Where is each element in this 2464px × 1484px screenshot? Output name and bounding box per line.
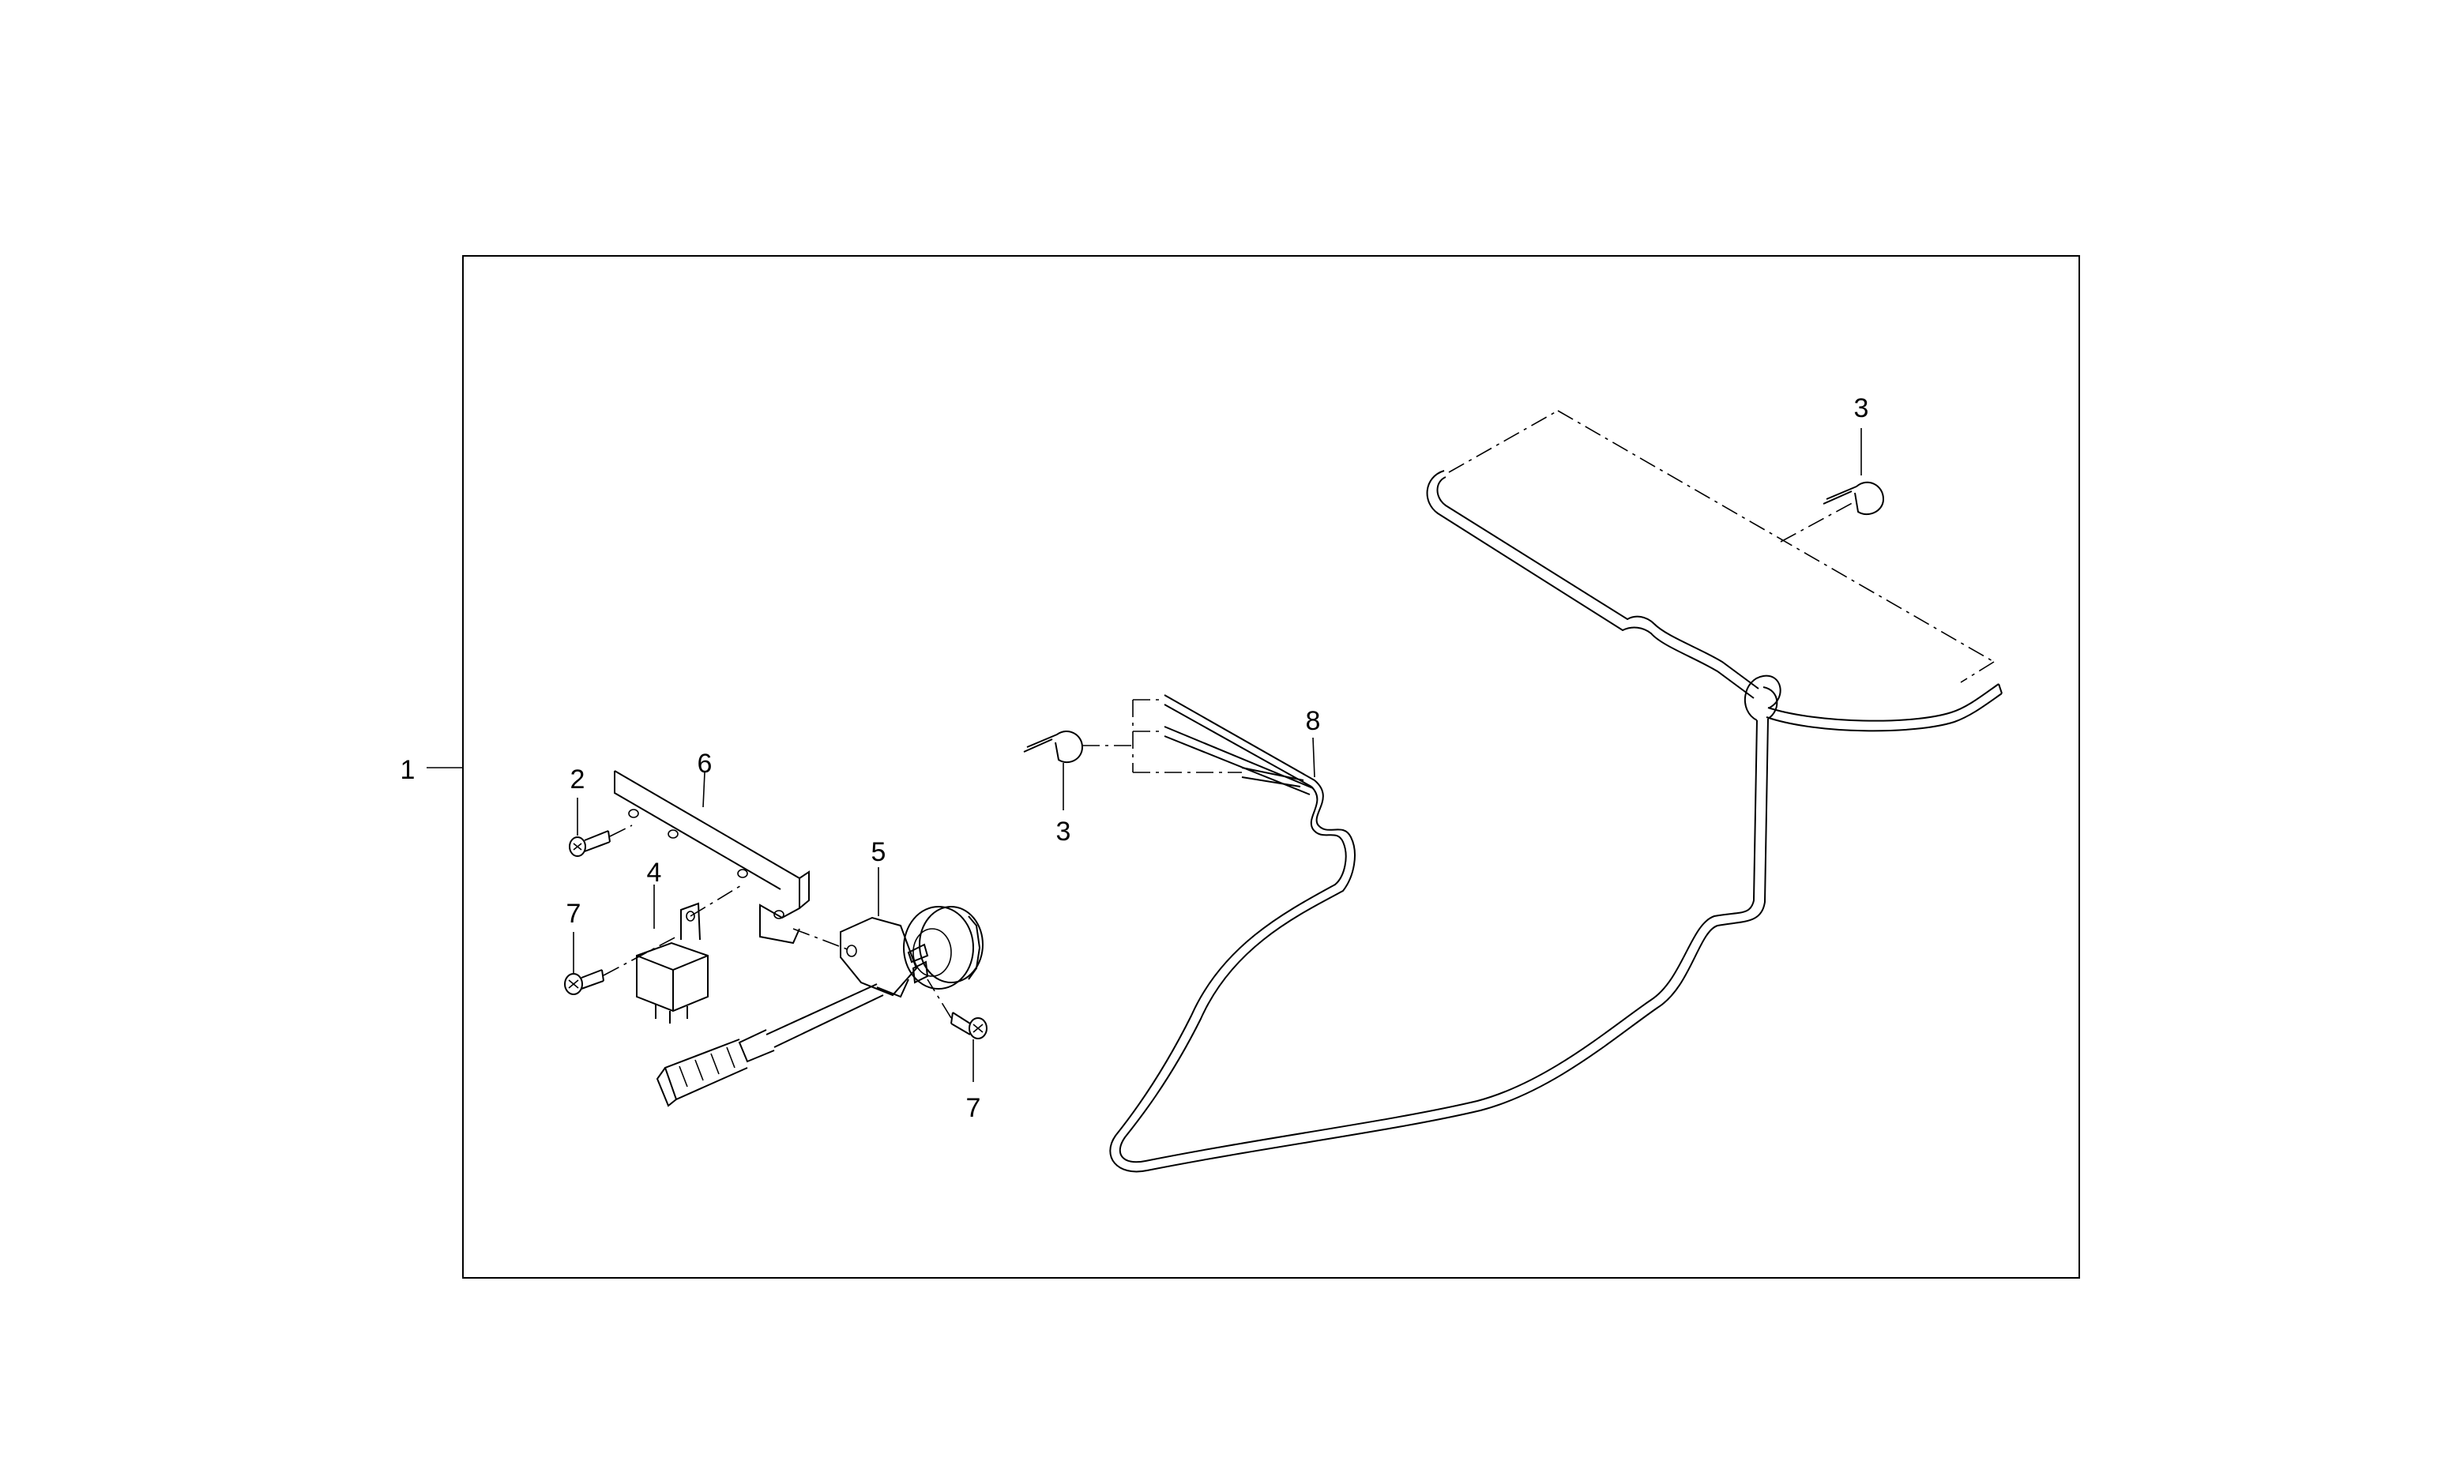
- harness-branch-lines: [1132, 699, 1242, 773]
- callout-screw-bottom: 7: [966, 1093, 981, 1123]
- bracket-part: [614, 770, 810, 945]
- screw-left-axis: [603, 934, 680, 976]
- screw-left-part: [564, 969, 604, 995]
- callout-assembly: 1: [401, 755, 416, 785]
- assembly-frame: [462, 255, 2080, 1279]
- screw-bottom-part: [950, 1012, 987, 1039]
- buzzer-axis: [792, 928, 852, 952]
- clip-left-part: [1023, 731, 1084, 764]
- screw-bottom-axis: [927, 979, 952, 1019]
- clip-right-part: [1823, 481, 1885, 516]
- buzzer-part: [840, 906, 984, 998]
- callout-buzzer: 5: [871, 837, 886, 867]
- screw-top-part: [569, 830, 611, 857]
- relay-part: [636, 902, 709, 1024]
- callout-clip-left: 3: [1056, 817, 1071, 847]
- buzzer-connector: [656, 983, 884, 1107]
- harness-leader: [1312, 737, 1315, 778]
- callout-bracket: 6: [698, 749, 713, 779]
- callout-relay: 4: [647, 858, 662, 888]
- callout-clip-right: 3: [1854, 393, 1869, 423]
- callout-harness: 8: [1306, 706, 1321, 736]
- harness-part: [1109, 470, 2003, 1173]
- harness-routing-lines: [1448, 410, 1995, 683]
- screw-top-axis: [609, 825, 633, 837]
- callout-screw-left: 7: [566, 899, 581, 929]
- callout-screw-top: 2: [570, 765, 585, 795]
- relay-axis: [690, 884, 743, 917]
- bracket-leader: [702, 772, 705, 808]
